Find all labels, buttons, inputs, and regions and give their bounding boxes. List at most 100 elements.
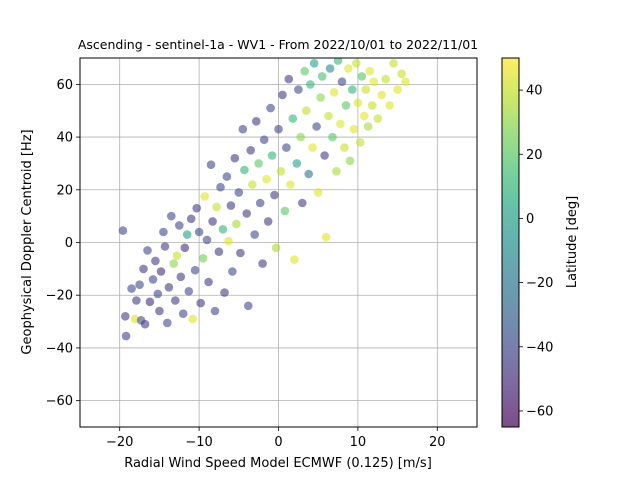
scatter-point bbox=[220, 288, 229, 297]
x-tick-label: 10 bbox=[350, 435, 367, 450]
scatter-points bbox=[118, 58, 410, 341]
scatter-point bbox=[132, 296, 141, 305]
scatter-point bbox=[377, 90, 387, 100]
scatter-point bbox=[248, 180, 257, 189]
scatter-point bbox=[222, 172, 232, 181]
scatter-point bbox=[214, 247, 224, 256]
colorbar-tick-label: 0 bbox=[526, 212, 534, 227]
scatter-point bbox=[306, 80, 315, 89]
scatter-point bbox=[163, 318, 172, 328]
scatter-point bbox=[349, 124, 359, 134]
scatter-point bbox=[345, 156, 355, 166]
scatter-point bbox=[280, 206, 290, 216]
y-tick-label: 60 bbox=[56, 78, 73, 93]
y-tick-label: −60 bbox=[46, 394, 73, 409]
scatter-point bbox=[251, 117, 261, 126]
scatter-point bbox=[288, 114, 298, 123]
scatter-point bbox=[292, 159, 302, 168]
scatter-point bbox=[344, 64, 353, 73]
scatter-point bbox=[337, 77, 347, 86]
scatter-point bbox=[188, 314, 197, 324]
scatter-point bbox=[278, 90, 287, 100]
scatter-point bbox=[284, 74, 294, 84]
scatter-point bbox=[200, 192, 209, 201]
scatter-point bbox=[325, 64, 335, 73]
scatter-point bbox=[151, 256, 160, 266]
scatter-point bbox=[324, 111, 333, 121]
scatter-point bbox=[194, 227, 204, 237]
scatter-point bbox=[321, 232, 331, 242]
scatter-point bbox=[127, 284, 136, 293]
scatter-point bbox=[271, 243, 281, 253]
scatter-point bbox=[296, 132, 306, 142]
scatter-point bbox=[176, 272, 186, 282]
scatter-point bbox=[140, 319, 150, 329]
colorbar-tick-label: −40 bbox=[526, 340, 553, 355]
scatter-point bbox=[304, 169, 314, 179]
scatter-point bbox=[276, 167, 286, 176]
scatter-point bbox=[381, 74, 391, 84]
y-tick-label: 20 bbox=[56, 183, 73, 198]
y-axis-ticks: −60 −40 −20 0 20 40 60 bbox=[46, 78, 80, 409]
scatter-point bbox=[240, 165, 249, 175]
scatter-point bbox=[356, 138, 365, 147]
scatter-point bbox=[160, 242, 170, 251]
y-tick-label: 0 bbox=[65, 236, 73, 251]
y-axis-label: Geophysical Doppler Centroid [Hz] bbox=[20, 129, 35, 354]
scatter-point bbox=[336, 119, 345, 129]
scatter-point bbox=[328, 132, 337, 142]
y-tick-label: 40 bbox=[56, 131, 73, 146]
scatter-point bbox=[204, 277, 213, 287]
scatter-point bbox=[250, 230, 259, 239]
scatter-point bbox=[369, 77, 379, 86]
scatter-point bbox=[190, 265, 200, 275]
scatter-point bbox=[135, 280, 144, 290]
scatter-point bbox=[192, 203, 201, 213]
scatter-point bbox=[139, 264, 148, 274]
scatter-point bbox=[270, 190, 279, 200]
scatter-point bbox=[148, 275, 158, 284]
scatter-point bbox=[186, 214, 196, 224]
colorbar-tick-label: 40 bbox=[526, 84, 543, 99]
scatter-point bbox=[167, 211, 176, 221]
scatter-point bbox=[218, 225, 228, 234]
scatter-point bbox=[238, 124, 248, 134]
y-tick-label: −40 bbox=[46, 341, 73, 356]
x-axis-ticks: −20 −10 0 10 20 bbox=[106, 427, 446, 450]
scatter-point bbox=[309, 59, 319, 68]
scatter-point bbox=[184, 287, 194, 296]
scatter-point bbox=[365, 66, 375, 76]
scatter-point bbox=[361, 85, 371, 94]
colorbar-tick-label: −20 bbox=[526, 276, 553, 291]
scatter-point bbox=[202, 235, 212, 245]
scatter-point bbox=[258, 259, 267, 268]
colorbar-ticks: −60 −40 −20 0 20 40 bbox=[519, 84, 553, 419]
scatter-point bbox=[313, 188, 323, 197]
scatter-point bbox=[317, 72, 327, 81]
scatter-point bbox=[254, 159, 263, 168]
scatter-point bbox=[159, 227, 168, 237]
grid bbox=[80, 58, 477, 427]
scatter-point bbox=[329, 88, 339, 97]
scatter-point bbox=[164, 283, 174, 292]
scatter-point bbox=[340, 143, 349, 152]
scatter-point bbox=[353, 98, 363, 108]
scatter-point bbox=[169, 259, 178, 268]
scatter-point bbox=[228, 267, 237, 276]
scatter-point bbox=[121, 312, 130, 321]
scatter-point bbox=[267, 151, 277, 160]
scatter-point bbox=[226, 201, 236, 210]
scatter-point bbox=[244, 301, 253, 311]
scatter-point bbox=[210, 306, 220, 316]
scatter-point bbox=[357, 72, 367, 81]
scatter-point bbox=[300, 66, 310, 76]
scatter-point bbox=[401, 77, 410, 86]
scatter-point bbox=[367, 101, 377, 110]
scatter-point bbox=[397, 69, 406, 79]
y-tick-label: −20 bbox=[46, 289, 73, 304]
scatter-point bbox=[266, 103, 275, 113]
scatter-point bbox=[143, 246, 152, 255]
scatter-point bbox=[294, 85, 303, 94]
scatter-point bbox=[286, 180, 295, 189]
